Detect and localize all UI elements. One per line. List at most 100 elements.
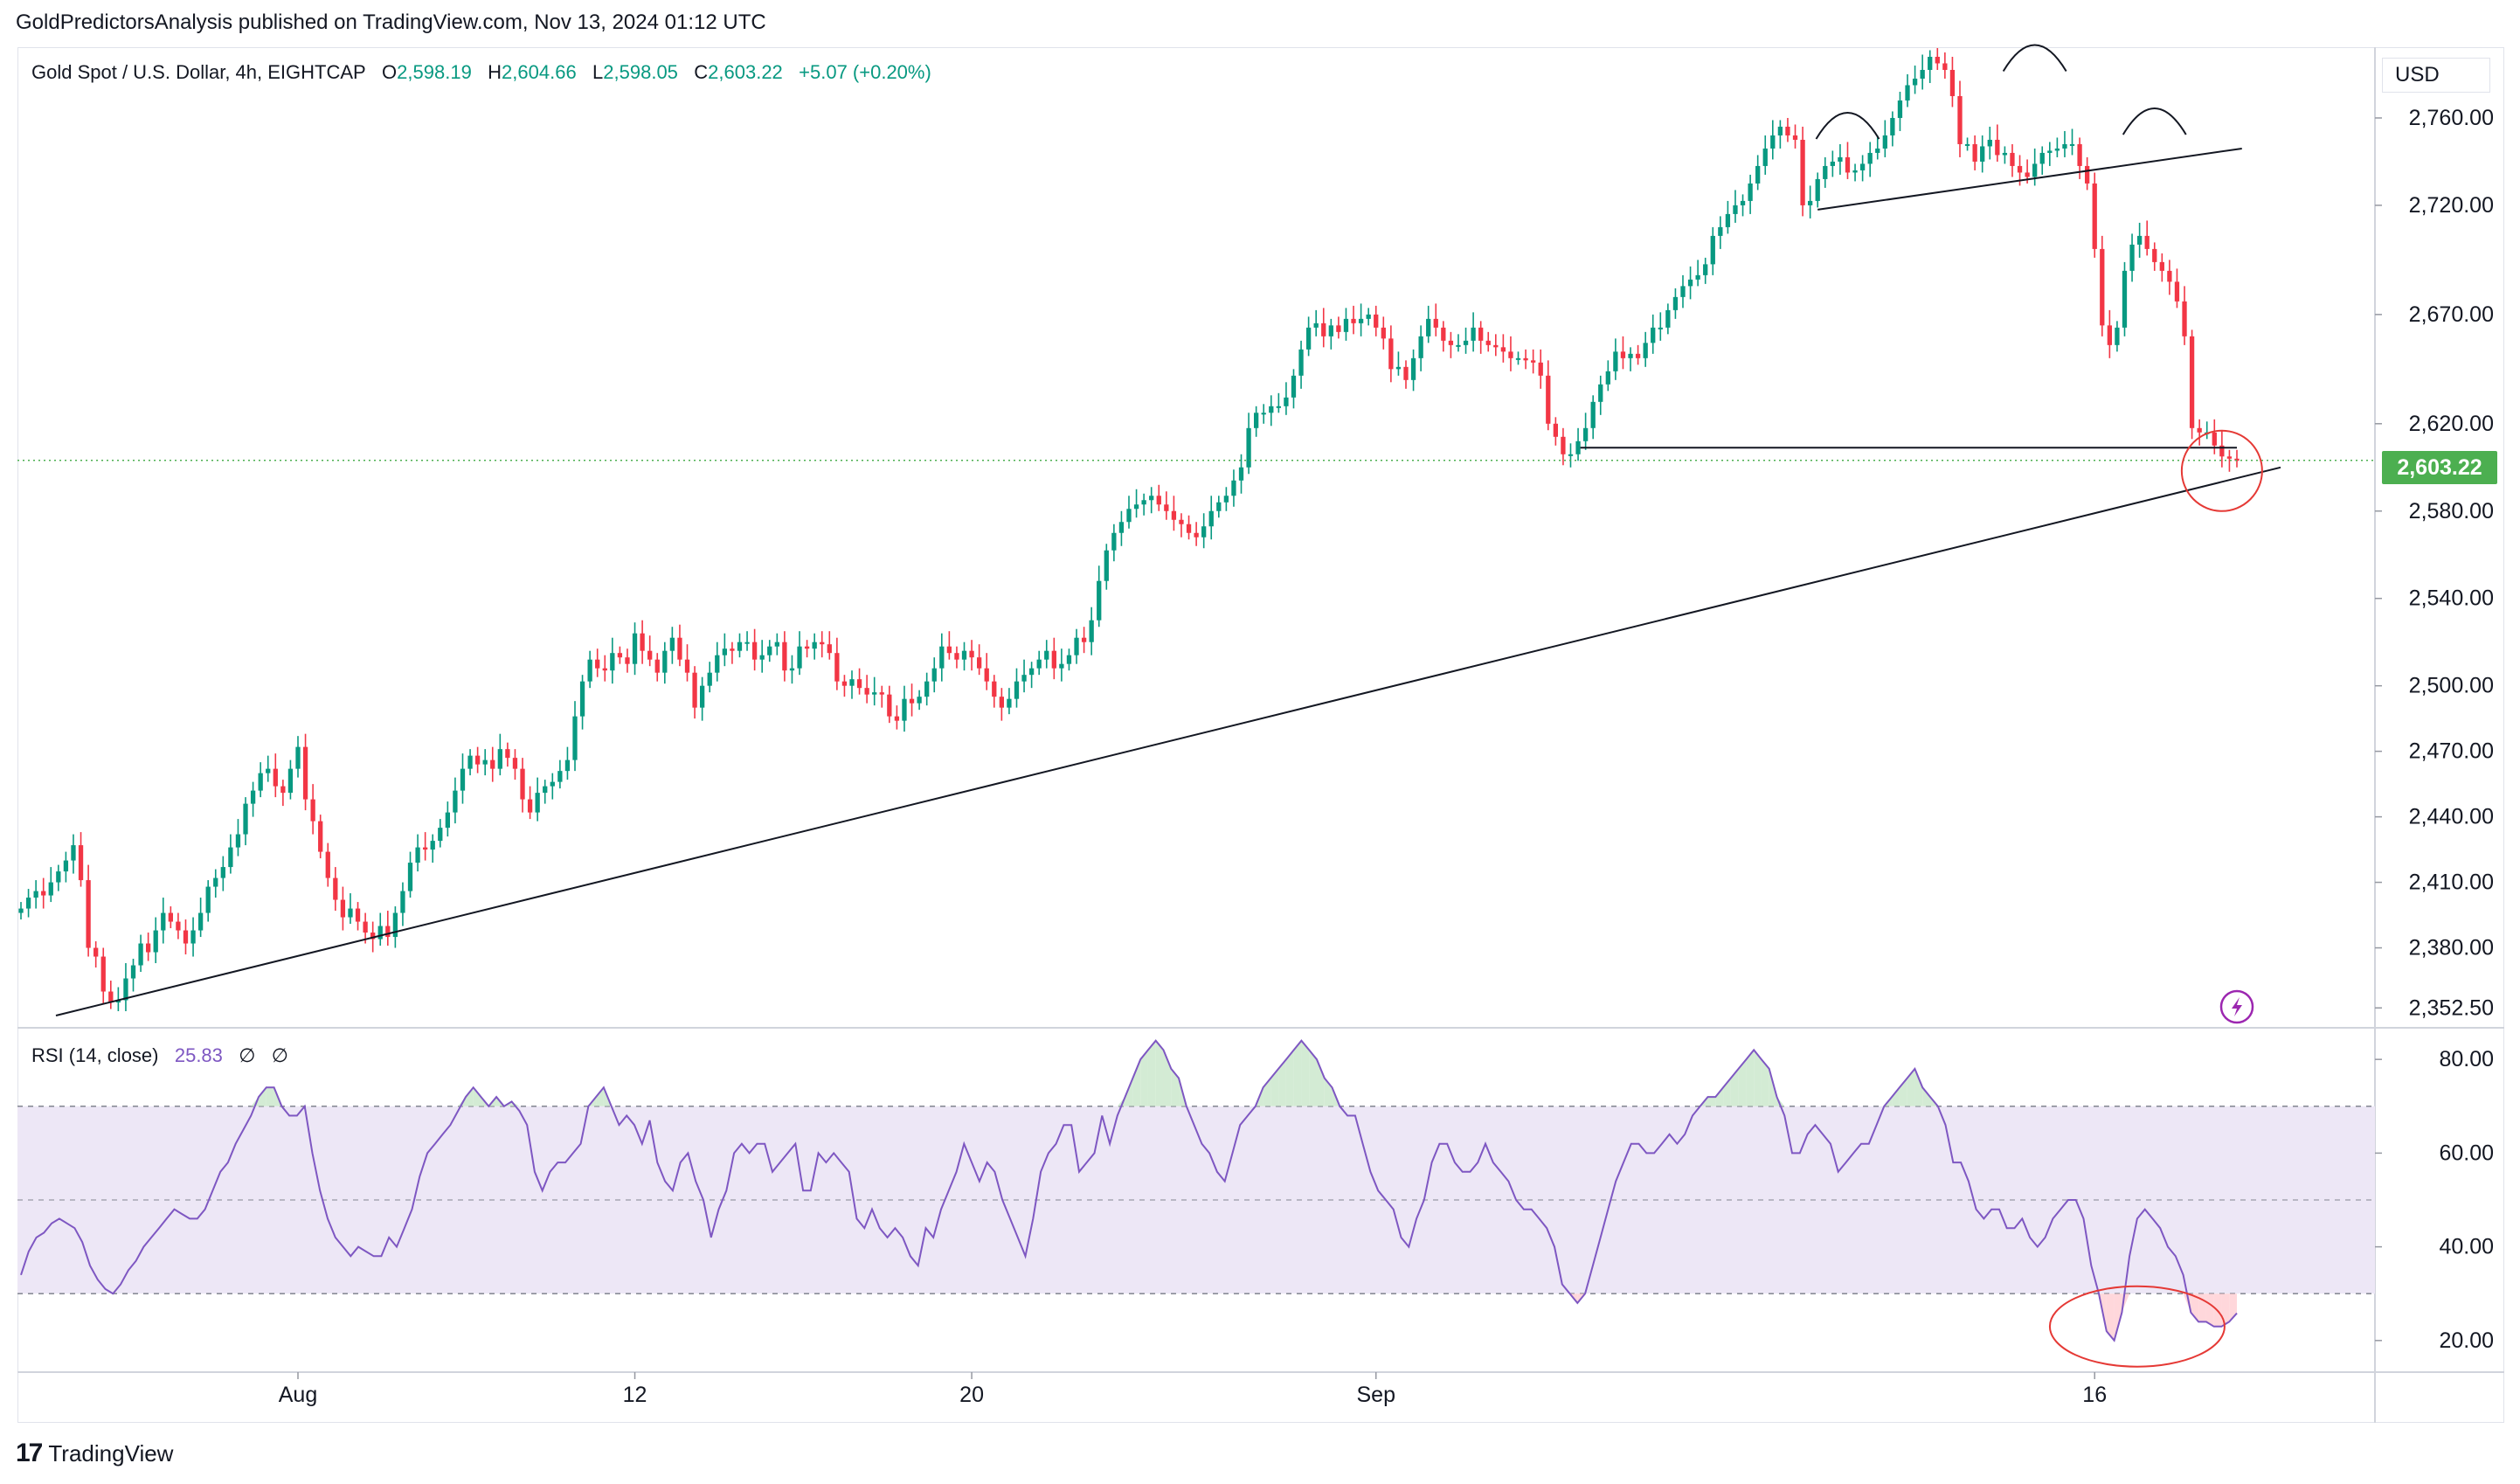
candle-body — [1613, 351, 1618, 371]
candle-body — [1051, 650, 1056, 669]
rsi-value: 25.83 — [174, 1044, 223, 1066]
candle-body — [849, 679, 855, 686]
rsi-annotation-ellipse — [2048, 1285, 2226, 1368]
candle-body — [1890, 117, 1895, 135]
price-tick-label: 2,760.00 — [2409, 106, 2494, 130]
symbol-legend: Gold Spot / U.S. Dollar, 4h, EIGHTCAP O2… — [31, 61, 931, 84]
candle-body — [1882, 135, 1887, 149]
candle-body — [1254, 413, 1259, 428]
tradingview-logo-icon[interactable]: 17 — [16, 1439, 43, 1467]
candle-body — [1515, 357, 1521, 360]
candle-body — [1748, 183, 1753, 201]
candle-body — [108, 991, 114, 1003]
rsi-legend: RSI (14, close) 25.83 ∅ ∅ — [31, 1044, 288, 1067]
candle-body — [1433, 318, 1438, 328]
price-tick-label: 2,380.00 — [2409, 936, 2494, 960]
candle-body — [722, 648, 727, 655]
candle-body — [2167, 270, 2172, 282]
candle-body — [1216, 502, 1222, 511]
candle-body — [1815, 178, 1820, 201]
rsi-oversold-fill — [2106, 1293, 2115, 1341]
candle-body — [1635, 353, 1641, 358]
candle-body — [2010, 152, 2015, 166]
lightning-bolt-glyph — [2232, 997, 2242, 1016]
price-tick-label: 2,670.00 — [2409, 302, 2494, 327]
candle-body — [400, 891, 405, 913]
candle-body — [909, 698, 915, 704]
candle-body — [1590, 401, 1596, 428]
candle-body — [1074, 637, 1079, 655]
candle-body — [827, 644, 832, 654]
candle-body — [961, 650, 967, 660]
candle-body — [266, 768, 271, 773]
candle-body — [1186, 524, 1192, 533]
close-label: C — [694, 61, 709, 83]
candle-body — [946, 646, 952, 654]
rsi-oversold-fill — [2114, 1293, 2122, 1341]
rsi-overbought-fill — [1171, 1068, 1180, 1106]
candle-body — [1792, 135, 1798, 140]
candle-body — [1381, 327, 1386, 339]
candle-body — [1358, 318, 1364, 323]
candle-body — [543, 786, 548, 794]
candle-body — [445, 812, 450, 829]
candle-body — [1957, 95, 1963, 144]
candle-body — [2136, 235, 2143, 245]
candle-body — [1485, 340, 1491, 345]
rsi-overbought-fill — [1738, 1059, 1747, 1106]
rsi-overbought-fill — [1285, 1050, 1294, 1106]
candle-body — [1463, 340, 1469, 345]
rsi-overbought-fill — [1117, 1097, 1125, 1106]
candle-body — [662, 650, 668, 673]
candle-body — [1665, 309, 1671, 328]
candle-body — [1680, 286, 1686, 297]
candle-body — [579, 681, 585, 717]
candle-body — [1912, 78, 1918, 86]
candle-body — [220, 867, 225, 878]
candle-body — [1208, 510, 1214, 527]
candle-body — [1935, 56, 1940, 64]
candle-body — [954, 653, 959, 660]
candle-body — [640, 633, 645, 651]
candle-body — [1620, 351, 1626, 358]
candle-body — [804, 646, 810, 649]
candle-body — [1718, 226, 1723, 236]
candle-body — [438, 828, 443, 842]
candle-body — [1194, 532, 1199, 537]
candle-body — [602, 668, 607, 671]
candle-body — [1044, 650, 1049, 660]
candle-body — [1284, 397, 1289, 406]
candle-body — [715, 655, 720, 673]
rsi-overbought-fill — [458, 1097, 466, 1106]
candle-body — [520, 768, 525, 800]
candle-body — [310, 799, 315, 822]
rsi-overbought-fill — [1730, 1068, 1739, 1106]
currency-button[interactable]: USD — [2382, 58, 2490, 93]
candle-body — [48, 882, 53, 896]
price-tick-label: 2,470.00 — [2409, 739, 2494, 764]
candle-body — [1298, 349, 1304, 376]
rsi-overbought-fill — [1754, 1050, 1762, 1106]
candle-body — [1410, 357, 1416, 380]
candle-body — [1980, 146, 1985, 162]
neckline-trendline — [1817, 147, 2242, 211]
open-label: O — [382, 61, 398, 83]
candle-body — [348, 908, 353, 918]
candle-body — [617, 653, 623, 658]
footer: 17 TradingView — [16, 1439, 173, 1468]
candle-body — [2122, 270, 2128, 328]
head-arc — [2002, 44, 2067, 73]
candle-body — [894, 716, 900, 721]
candle-body — [1553, 423, 1558, 437]
candle-body — [1628, 353, 1633, 358]
candle-body — [1126, 509, 1132, 523]
candle-body — [1651, 327, 1656, 343]
candle-body — [512, 758, 518, 769]
candle-body — [2212, 432, 2217, 446]
candle-body — [197, 912, 204, 931]
candle-body — [497, 749, 502, 769]
change-value: +5.07 (+0.20%) — [799, 61, 931, 83]
candle-body — [280, 786, 286, 794]
candle-body — [505, 749, 510, 759]
